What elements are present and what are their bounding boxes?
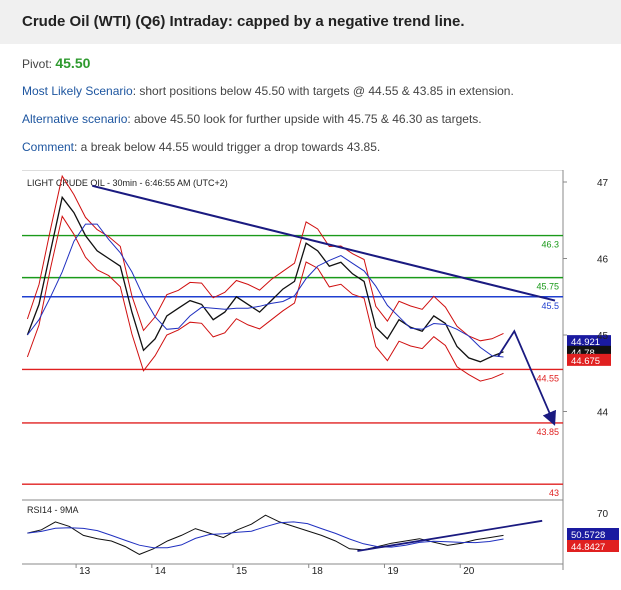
x-tick-label-5: 20 [463, 566, 475, 577]
rsi-badge-label-0: 50.5728 [571, 530, 605, 541]
price-badge-0 [567, 335, 611, 348]
moving-average [27, 223, 504, 358]
y-tick-label-0: 47 [597, 178, 609, 189]
x-tick-label-4: 19 [387, 566, 399, 577]
level-label-0: 46.3 [541, 240, 559, 250]
rsi-badge-0 [567, 528, 619, 540]
alternative-label: Alternative scenario [22, 112, 128, 126]
x-tick-label-3: 18 [312, 566, 324, 577]
rsi-title: RSI14 - 9MA [27, 505, 79, 515]
projection-arrow [497, 329, 556, 426]
price-badge-2 [567, 353, 611, 366]
pivot-label: Pivot: [22, 57, 53, 71]
price-badge-label-0: 44.921 [571, 337, 600, 348]
most-likely-text: : short positions below 45.50 with targe… [132, 84, 514, 98]
chart-title: LIGHT CRUDE OIL - 30min - 6:46:55 AM (UT… [27, 178, 228, 188]
y-tick-label-2: 45 [597, 331, 609, 342]
y-tick-label-1: 46 [597, 255, 609, 266]
price-panel [22, 170, 563, 500]
upper-band [26, 174, 504, 342]
pivot-value: 45.50 [55, 55, 91, 71]
comment-text: : a break below 44.55 would trigger a dr… [74, 140, 381, 154]
rsi-line [27, 514, 504, 555]
level-label-1: 45.75 [536, 282, 559, 292]
most-likely-line: Most Likely Scenario: short positions be… [22, 84, 514, 98]
page-title: Crude Oil (WTI) (Q6) Intraday: capped by… [22, 13, 465, 30]
pivot-line: Pivot: 45.50 [22, 55, 90, 71]
lower-band [26, 215, 504, 382]
rsi-trend-line [357, 519, 543, 552]
y-tick-label-3: 44 [597, 408, 609, 419]
comment-line: Comment: a break below 44.55 would trigg… [22, 140, 380, 154]
level-label-5: 43 [549, 488, 559, 498]
x-tick-label-1: 14 [155, 566, 167, 577]
price-badge-label-1: 44.78 [571, 348, 595, 359]
rsi-ma-line [27, 521, 504, 549]
level-label-2: 45.5 [541, 301, 559, 311]
x-tick-label-0: 13 [79, 566, 91, 577]
level-label-4: 43.85 [536, 427, 559, 437]
most-likely-label: Most Likely Scenario [22, 84, 133, 98]
comment-label: Comment [22, 140, 75, 154]
alternative-text: : above 45.50 look for further upside wi… [127, 112, 482, 126]
header-bar: Crude Oil (WTI) (Q6) Intraday: capped by… [0, 0, 621, 44]
rsi-badge-1 [567, 540, 619, 552]
price-badge-label-2: 44.675 [571, 356, 600, 367]
negative-trend-line [92, 184, 556, 302]
rsi-badge-label-1: 44.8427 [571, 542, 605, 553]
alternative-line: Alternative scenario: above 45.50 look f… [22, 112, 482, 126]
price-chart: LIGHT CRUDE OIL - 30min - 6:46:55 AM (UT… [22, 170, 619, 577]
level-label-3: 44.55 [536, 373, 559, 383]
rsi-y-tick-0: 70 [597, 509, 609, 520]
x-tick-label-2: 15 [236, 566, 248, 577]
